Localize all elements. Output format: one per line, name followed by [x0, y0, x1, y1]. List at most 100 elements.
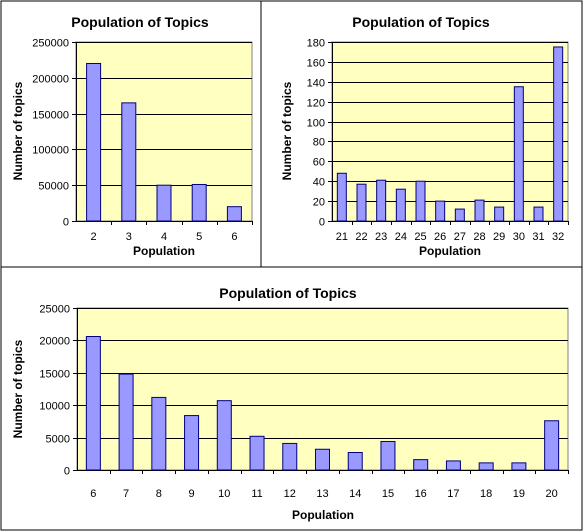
bar-27	[454, 208, 465, 222]
x-tick-label: 18	[480, 488, 492, 500]
bar-21	[336, 172, 347, 222]
x-axis-label: Population	[292, 508, 354, 522]
x-tick-label: 21	[336, 231, 348, 243]
y-tick-label: 0	[64, 466, 70, 478]
y-tick-label: 200000	[32, 74, 69, 86]
x-tick-label: 27	[454, 231, 466, 243]
y-tick-label: 180	[307, 38, 325, 50]
y-axis-label: Number of topics	[11, 81, 25, 180]
bar-31	[533, 206, 544, 222]
x-tick-label: 24	[395, 231, 407, 243]
x-tick-label: 5	[196, 231, 202, 243]
y-tick-label: 20	[313, 197, 325, 209]
x-tick-label: 26	[434, 231, 446, 243]
y-tick-label: 150000	[32, 110, 69, 122]
bar-16	[413, 459, 429, 471]
x-tick-label: 7	[123, 488, 129, 500]
x-tick-label: 23	[375, 231, 387, 243]
bar-15	[380, 440, 396, 471]
chart-title: Population of Topics	[71, 14, 209, 30]
bar-29	[494, 206, 505, 222]
x-tick-label: 28	[473, 231, 485, 243]
x-tick-label: 12	[284, 488, 296, 500]
bar-7	[118, 373, 134, 471]
chart-top-right: 0 20 40 60 80 100 120 140 160 180 21 22 23 24 25 26 27 28…	[260, 0, 583, 268]
x-tick-label: 13	[316, 488, 328, 500]
x-tick-label: 16	[415, 488, 427, 500]
x-tick-label: 4	[161, 231, 167, 243]
x-tick-label: 6	[90, 488, 96, 500]
x-tick-label: 22	[355, 231, 367, 243]
bar-13	[315, 448, 330, 471]
y-tick-label: 140	[307, 78, 325, 90]
x-tick-label: 25	[414, 231, 426, 243]
x-tick-label: 20	[546, 488, 558, 500]
chart-title: Population of Topics	[219, 285, 357, 301]
y-tick-label: 15000	[39, 369, 70, 381]
bar-22	[356, 183, 367, 222]
y-tick-label: 80	[313, 137, 325, 149]
bar-19	[511, 462, 527, 471]
bar-5	[191, 183, 207, 222]
x-tick-label: 11	[251, 488, 262, 500]
bar-6	[226, 206, 242, 222]
x-axis-label: Population	[133, 244, 195, 258]
x-tick-label: 8	[156, 488, 162, 500]
x-tick-label: 29	[493, 231, 505, 243]
x-tick-label: 10	[218, 488, 230, 500]
bar-17	[445, 460, 461, 471]
x-tick-label: 2	[91, 231, 97, 243]
y-tick-label: 50000	[38, 181, 69, 193]
bar-9	[184, 415, 200, 471]
y-tick-label: 160	[307, 58, 325, 70]
y-tick-label: 0	[319, 217, 325, 229]
y-tick-label: 20000	[39, 336, 70, 348]
x-tick-label: 19	[513, 488, 525, 500]
bar-20	[544, 420, 560, 471]
y-tick-label: 0	[63, 217, 69, 229]
y-tick-label: 25000	[39, 304, 70, 316]
bar-3	[121, 102, 137, 222]
y-tick-label: 100000	[32, 145, 69, 157]
bar-18	[478, 462, 494, 471]
bar-23	[376, 179, 387, 222]
bar-4	[156, 184, 172, 222]
bar-26	[435, 200, 446, 222]
chart-title: Population of Topics	[352, 14, 490, 30]
bar-6	[85, 336, 101, 471]
bar-25	[415, 180, 426, 222]
x-tick-label: 9	[189, 488, 195, 500]
bar-30	[513, 86, 524, 222]
x-tick-label: 15	[382, 488, 394, 500]
bar-12	[282, 442, 298, 471]
bar-2	[86, 62, 102, 222]
chart-bottom: 0 5000 10000 15000 20000 25000 6 7 8 9 10 11 12 13 14 1…	[0, 266, 583, 531]
bar-32	[553, 46, 564, 222]
x-tick-label: 32	[552, 231, 564, 243]
bar-28	[474, 199, 485, 222]
x-tick-label: 17	[447, 488, 459, 500]
bar-10	[216, 400, 232, 471]
plot-area	[331, 41, 569, 222]
y-tick-label: 100	[307, 118, 325, 130]
x-tick-label: 6	[231, 231, 237, 243]
x-tick-label: 3	[126, 231, 132, 243]
y-tick-label: 5000	[46, 434, 70, 446]
y-tick-label: 120	[307, 98, 325, 110]
y-tick-label: 40	[313, 177, 325, 189]
plot-area	[76, 307, 569, 471]
bar-11	[249, 435, 265, 471]
bar-24	[395, 188, 406, 222]
y-tick-label: 60	[313, 157, 325, 169]
bar-8	[151, 396, 167, 471]
x-axis-label: Population	[419, 244, 481, 258]
y-axis-label: Number of topics	[11, 339, 25, 438]
y-tick-label: 250000	[32, 38, 69, 50]
x-tick-label: 31	[532, 231, 544, 243]
bar-14	[347, 452, 363, 471]
x-tick-label: 30	[513, 231, 525, 243]
y-axis-label: Number of topics	[280, 81, 294, 180]
chart-top-left: 0 50000 100000 150000 200000 250000 2 3 4 5 6 Popul…	[0, 0, 262, 268]
